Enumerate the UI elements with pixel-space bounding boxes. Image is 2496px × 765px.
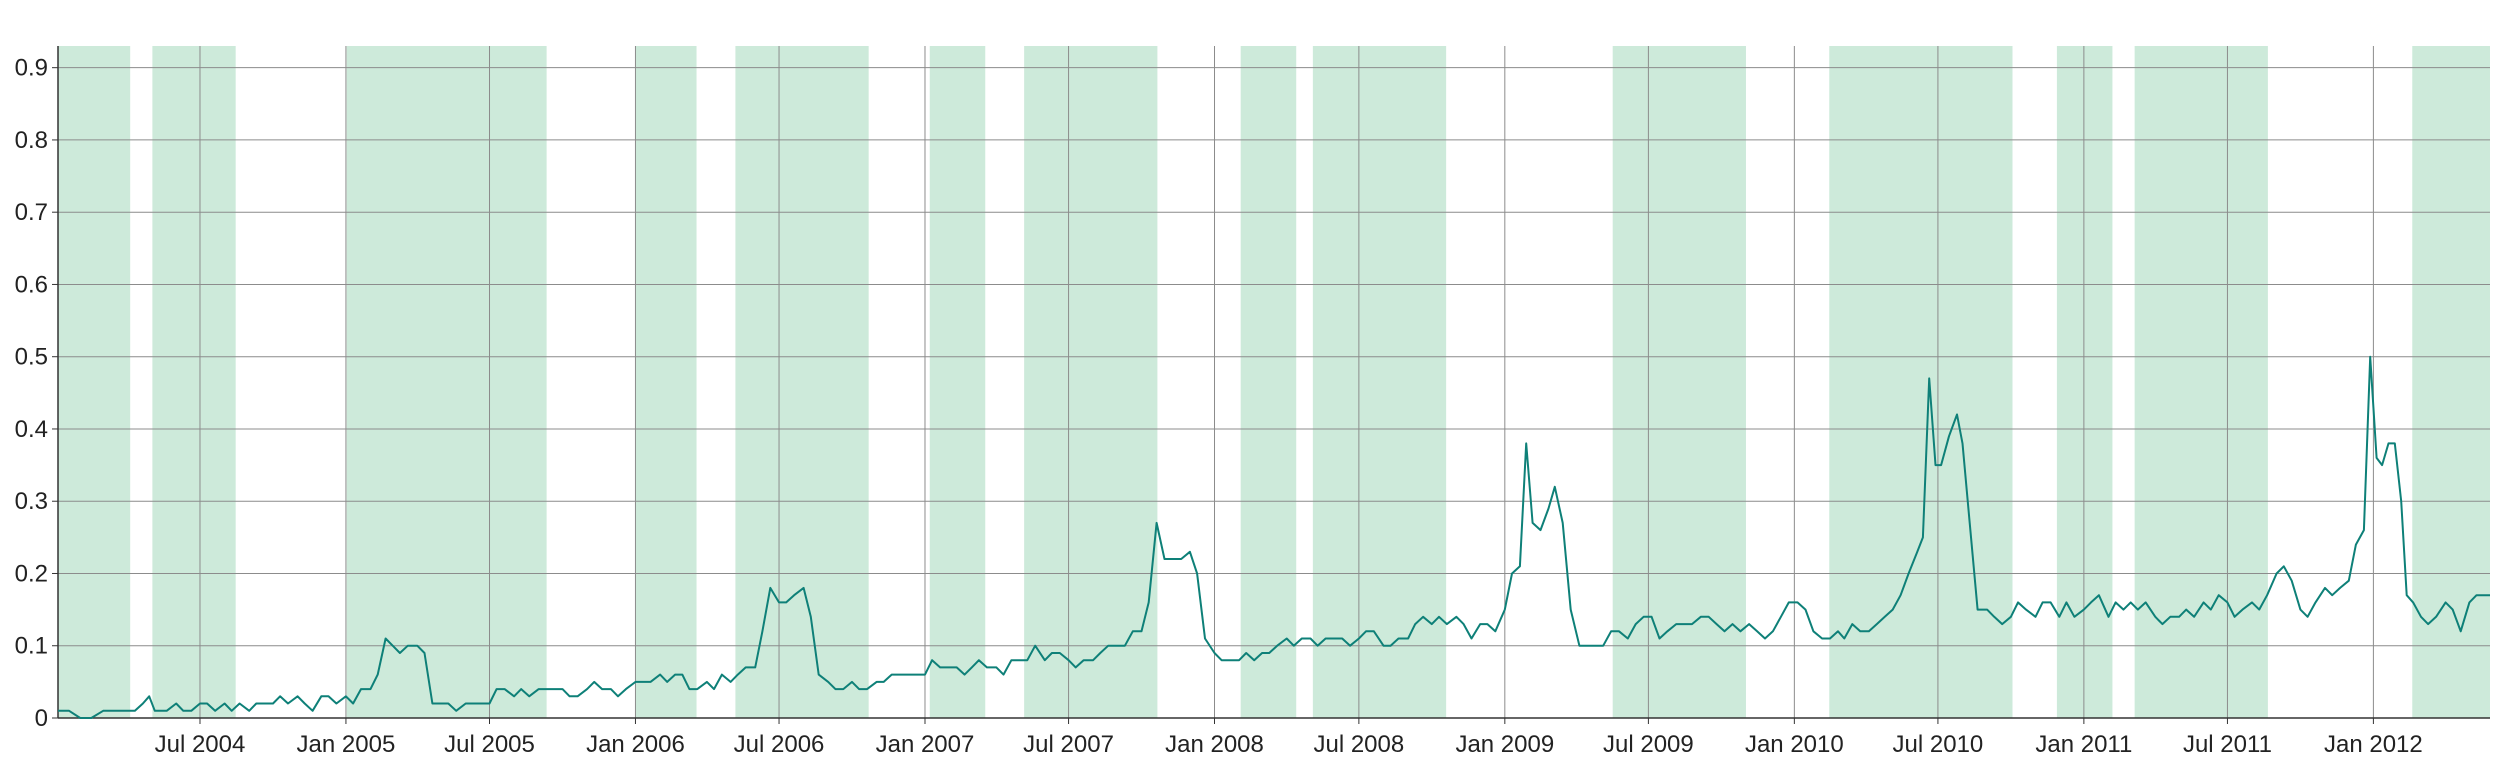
x-tick-label-15: Jan 2012: [2324, 731, 2423, 758]
x-tick-label-9: Jan 2009: [1455, 731, 1554, 758]
x-tick-label-10: Jul 2009: [1603, 731, 1694, 758]
x-tick-label-1: Jan 2005: [297, 731, 396, 758]
shaded-period-6: [1024, 46, 1158, 718]
x-tick-label-11: Jan 2010: [1745, 731, 1844, 758]
shaded-period-4: [735, 46, 869, 718]
x-tick-label-8: Jul 2008: [1313, 731, 1404, 758]
x-tick-label-2: Jul 2005: [444, 731, 535, 758]
x-tick-label-13: Jan 2011: [2035, 731, 2132, 758]
y-tick-label-5: 0.5: [15, 344, 48, 371]
shaded-period-9: [1612, 46, 1746, 718]
shaded-period-7: [1240, 46, 1297, 718]
shaded-period-10: [1829, 46, 2013, 718]
x-tick-label-4: Jul 2006: [734, 731, 825, 758]
y-tick-label-9: 0.9: [15, 55, 48, 82]
y-tick-label-2: 0.2: [15, 560, 48, 587]
y-tick-label-4: 0.4: [15, 416, 48, 443]
shaded-period-3: [635, 46, 697, 718]
x-axis-ticks: Jul 2004 Jan 2005 Jul 2005 Jan 2006 Jul 2006…: [155, 718, 2423, 758]
series-line-0: [58, 355, 2490, 719]
series-layer: [58, 355, 2490, 719]
shaded-period-5: [929, 46, 986, 718]
x-tick-label-5: Jan 2007: [876, 731, 975, 758]
shaded-period-13: [2412, 46, 2490, 718]
x-tick-label-12: Jul 2010: [1893, 731, 1984, 758]
y-tick-label-7: 0.7: [15, 199, 48, 226]
shaded-period-2: [346, 46, 547, 718]
y-tick-label-3: 0.3: [15, 488, 48, 515]
x-tick-label-14: Jul 2011: [2183, 731, 2272, 758]
y-tick-label-0: 0: [35, 705, 48, 732]
x-tick-label-7: Jan 2008: [1165, 731, 1264, 758]
shaded-period-0: [58, 46, 131, 718]
x-tick-label-3: Jan 2006: [586, 731, 685, 758]
y-tick-label-1: 0.1: [15, 633, 48, 660]
y-tick-label-8: 0.8: [15, 127, 48, 154]
shaded-period-1: [152, 46, 236, 718]
shaded-period-8: [1312, 46, 1447, 718]
x-tick-label-0: Jul 2004: [155, 731, 246, 758]
shaded-periods: [58, 46, 2490, 718]
x-tick-label-6: Jul 2007: [1023, 731, 1114, 758]
y-axis-ticks: 0 0.1 0.2 0.3 0.4 0.5 0.6 0.7 0.8 0.9: [15, 55, 58, 732]
shaded-period-11: [2056, 46, 2113, 718]
grid-lines: [58, 46, 2490, 718]
axes: [57, 46, 2490, 719]
y-tick-label-6: 0.6: [15, 271, 48, 298]
